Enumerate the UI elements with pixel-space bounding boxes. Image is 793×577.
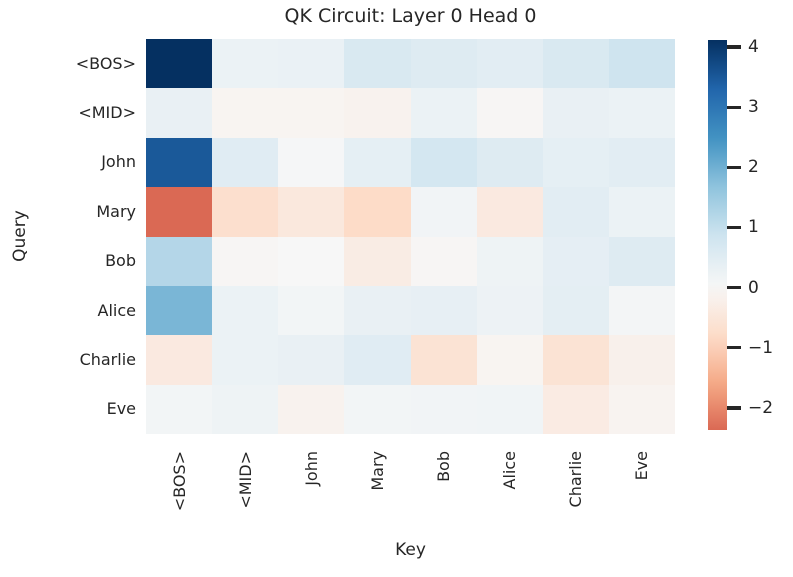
heatmap-cell [278, 137, 345, 188]
heatmap-cell [278, 384, 345, 434]
heatmap-cell [146, 88, 213, 138]
y-tick-label: Mary [96, 201, 136, 221]
heatmap-cell [542, 187, 609, 237]
heatmap-cell [476, 335, 543, 385]
x-tick-label-text: Eve [632, 451, 652, 481]
heatmap-cell [212, 384, 279, 434]
heatmap-cell [212, 335, 279, 385]
heatmap-cell [410, 285, 477, 336]
x-tick-label-text: John [301, 451, 321, 486]
colorbar-tick-mark [727, 406, 741, 410]
heatmap-cell [278, 39, 345, 89]
heatmap-cell [608, 137, 675, 188]
x-tick-label-text: <BOS> [169, 451, 189, 512]
x-tick-label-text: Charlie [566, 451, 586, 508]
heatmap-cell [410, 384, 477, 434]
heatmap-cell [476, 88, 543, 138]
colorbar-tick-value: 4 [748, 37, 759, 58]
y-tick-label: <MID> [78, 103, 136, 123]
heatmap-cell [278, 285, 345, 336]
colorbar-tick-mark [727, 45, 741, 49]
heatmap-cell [476, 137, 543, 188]
heatmap-cell [542, 335, 609, 385]
heatmap-cell [410, 137, 477, 188]
heatmap-cell [410, 236, 477, 286]
heatmap-cell [278, 236, 345, 286]
x-tick-label-text: Alice [500, 451, 520, 490]
heatmap-cell [542, 384, 609, 434]
heatmap-cell [212, 88, 279, 138]
colorbar-tick-mark [727, 105, 741, 110]
heatmap-cell [476, 39, 543, 89]
heatmap-cell [542, 39, 609, 89]
heatmap-grid [146, 39, 675, 434]
heatmap-cell [146, 236, 213, 286]
heatmap-cell [608, 39, 675, 89]
heatmap-cell [344, 285, 411, 336]
heatmap-cell [212, 187, 279, 237]
heatmap-cell [278, 187, 345, 237]
heatmap-cell [344, 39, 411, 89]
heatmap-cell [344, 187, 411, 237]
colorbar-tick-mark [727, 285, 741, 290]
heatmap-cell [542, 88, 609, 138]
heatmap-cell [344, 384, 411, 434]
y-tick-label: Charlie [79, 349, 136, 369]
heatmap-cell [410, 187, 477, 237]
heatmap-cell [212, 236, 279, 286]
x-axis-label: Key [395, 540, 426, 560]
heatmap-cell [410, 335, 477, 385]
heatmap-cell [212, 39, 279, 89]
heatmap-cell [410, 39, 477, 89]
colorbar-tick-mark [727, 165, 741, 170]
colorbar-tick-value: −1 [748, 337, 774, 358]
chart-title: QK Circuit: Layer 0 Head 0 [284, 5, 537, 27]
heatmap-cell [212, 285, 279, 336]
colorbar-tick-mark [727, 225, 741, 230]
x-tick-label-text: Bob [434, 451, 454, 482]
x-tick-label-text: Mary [367, 451, 387, 491]
colorbar-tick-value: 0 [748, 277, 759, 298]
heatmap-cell [476, 384, 543, 434]
heatmap-cell [146, 285, 213, 336]
y-tick-label: Eve [106, 399, 136, 419]
colorbar-gradient [708, 40, 727, 430]
heatmap-cell [608, 285, 675, 336]
heatmap-cell [476, 187, 543, 237]
heatmap-cell [608, 236, 675, 286]
x-tick-label-text: <MID> [235, 451, 255, 509]
heatmap-cell [344, 236, 411, 286]
y-tick-label: <BOS> [75, 53, 136, 73]
heatmap-cell [146, 137, 213, 188]
heatmap-cell [476, 236, 543, 286]
colorbar-tick-value: 1 [748, 217, 759, 238]
heatmap-cell [410, 88, 477, 138]
heatmap-cell [476, 285, 543, 336]
heatmap-cell [146, 335, 213, 385]
heatmap-cell [608, 187, 675, 237]
heatmap-cell [344, 88, 411, 138]
heatmap-cell [212, 137, 279, 188]
colorbar-tick-mark [727, 345, 741, 350]
heatmap-cell [278, 335, 345, 385]
y-tick-label: Alice [97, 300, 136, 320]
heatmap-cell [608, 384, 675, 434]
heatmap-cell [542, 137, 609, 188]
heatmap-cell [608, 335, 675, 385]
colorbar-tick-value: −2 [748, 397, 774, 418]
heatmap-cell [608, 88, 675, 138]
heatmap-cell [278, 88, 345, 138]
heatmap-cell [542, 236, 609, 286]
heatmap-cell [146, 39, 213, 89]
colorbar-tick-value: 2 [748, 157, 759, 178]
heatmap-cell [344, 137, 411, 188]
y-tick-label: Bob [105, 251, 136, 271]
heatmap-cell [146, 187, 213, 237]
heatmap-cell [146, 384, 213, 434]
heatmap-cell [344, 335, 411, 385]
colorbar-tick-value: 3 [748, 97, 759, 118]
heatmap-cell [542, 285, 609, 336]
y-tick-label: John [101, 152, 136, 172]
